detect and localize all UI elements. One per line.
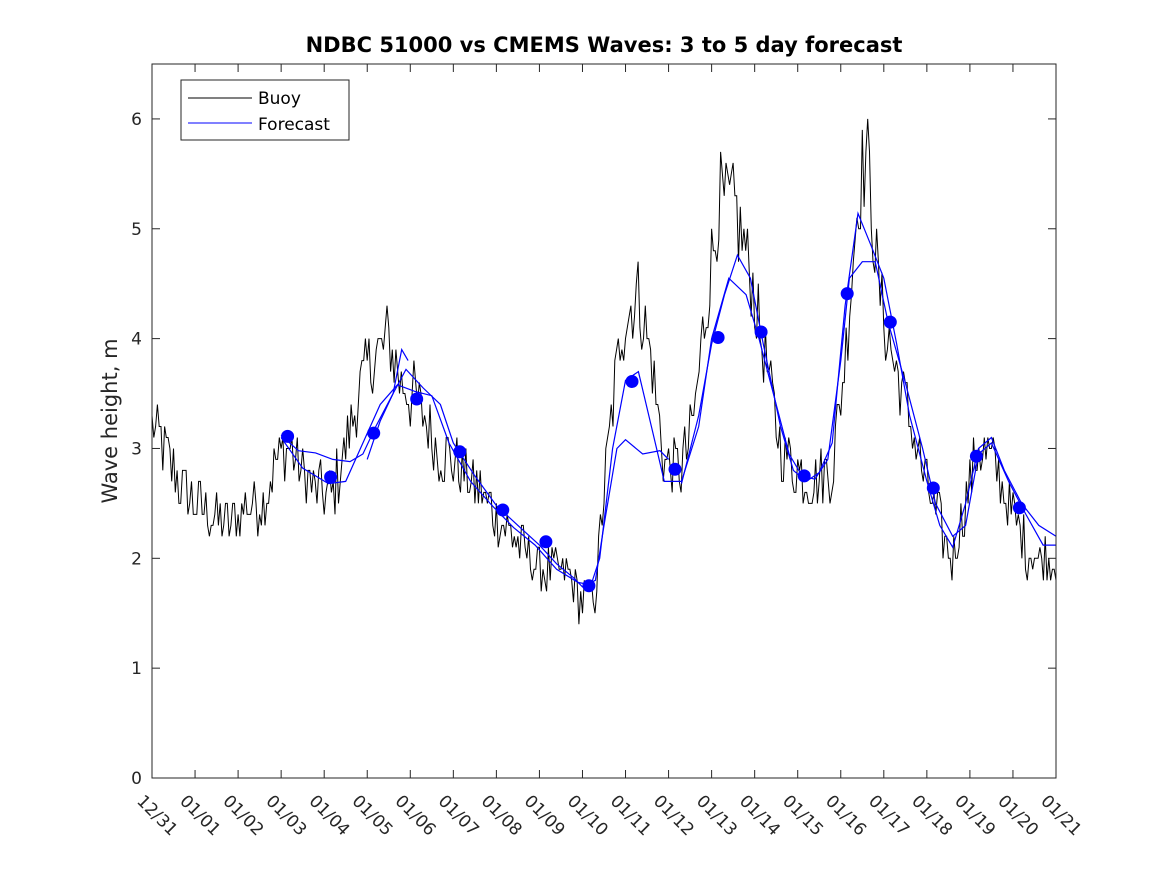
forecast-marker-17 [1012,501,1026,515]
forecast-marker-14 [883,315,897,329]
legend: Buoy Forecast [180,79,350,141]
forecast-marker-6 [539,535,553,549]
x-tick-label-19: 01/19 [950,791,999,840]
forecast-line-0 [280,368,670,588]
chart-title: NDBC 51000 vs CMEMS Waves: 3 to 5 day fo… [306,33,903,57]
x-tick-label-7: 01/07 [434,791,483,840]
forecast-line-3 [680,211,1057,549]
y-tick-label-1: 1 [131,659,142,679]
legend-forecast-label: Forecast [258,115,330,135]
plot-background [152,64,1056,778]
forecast-marker-2 [367,426,381,440]
x-tick-label-8: 01/08 [477,791,526,840]
x-tick-label-10: 01/10 [563,791,612,840]
forecast-marker-9 [668,462,682,476]
forecast-marker-0 [281,429,295,443]
x-tick-label-3: 01/03 [262,791,311,840]
y-tick-label-4: 4 [131,330,142,350]
x-tick-label-15: 01/15 [778,791,827,840]
x-tick-label-13: 01/13 [692,791,741,840]
y-axis-label: Wave height, m [98,338,122,503]
legend-buoy-label: Buoy [258,89,301,109]
plot-frame [151,63,1057,779]
forecast-markers [281,287,1026,593]
x-tick-label-9: 01/09 [520,791,569,840]
y-tick-label-3: 3 [131,439,142,459]
forecast-marker-7 [582,579,596,593]
x-tick-label-0: 12/31 [132,791,181,840]
forecast-marker-5 [496,503,510,517]
forecast-marker-10 [711,331,725,344]
x-tick-label-4: 01/04 [305,791,354,840]
forecast-marker-11 [754,325,768,339]
y-tick-label-0: 0 [131,769,142,789]
x-tick-label-2: 01/02 [219,791,268,840]
x-tick-label-5: 01/05 [348,791,397,840]
y-tick-label-2: 2 [131,549,142,569]
x-tick-label-1: 01/01 [176,791,225,840]
forecast-marker-16 [969,449,983,463]
axis-ticks [151,64,1057,779]
x-tick-label-21: 01/21 [1036,791,1085,840]
x-tick-label-14: 01/14 [735,791,784,840]
x-tick-label-6: 01/06 [391,791,440,840]
y-tick-label-6: 6 [131,110,142,130]
x-tick-label-18: 01/18 [907,791,956,840]
forecast-marker-3 [410,392,424,406]
forecast-marker-12 [797,469,811,483]
forecast-marker-8 [625,375,639,388]
x-tick-label-17: 01/17 [864,791,913,840]
x-tick-label-12: 01/12 [649,791,698,840]
forecast-marker-1 [324,470,338,484]
plot-area [151,63,1057,779]
x-tick-label-16: 01/16 [821,791,870,840]
x-tick-label-20: 01/20 [993,791,1042,840]
forecast-marker-13 [840,287,854,301]
forecast-marker-15 [926,481,940,495]
forecast-marker-4 [453,445,467,459]
legend-box [180,79,350,141]
y-tick-label-5: 5 [131,220,142,240]
x-tick-label-11: 01/11 [606,791,655,840]
